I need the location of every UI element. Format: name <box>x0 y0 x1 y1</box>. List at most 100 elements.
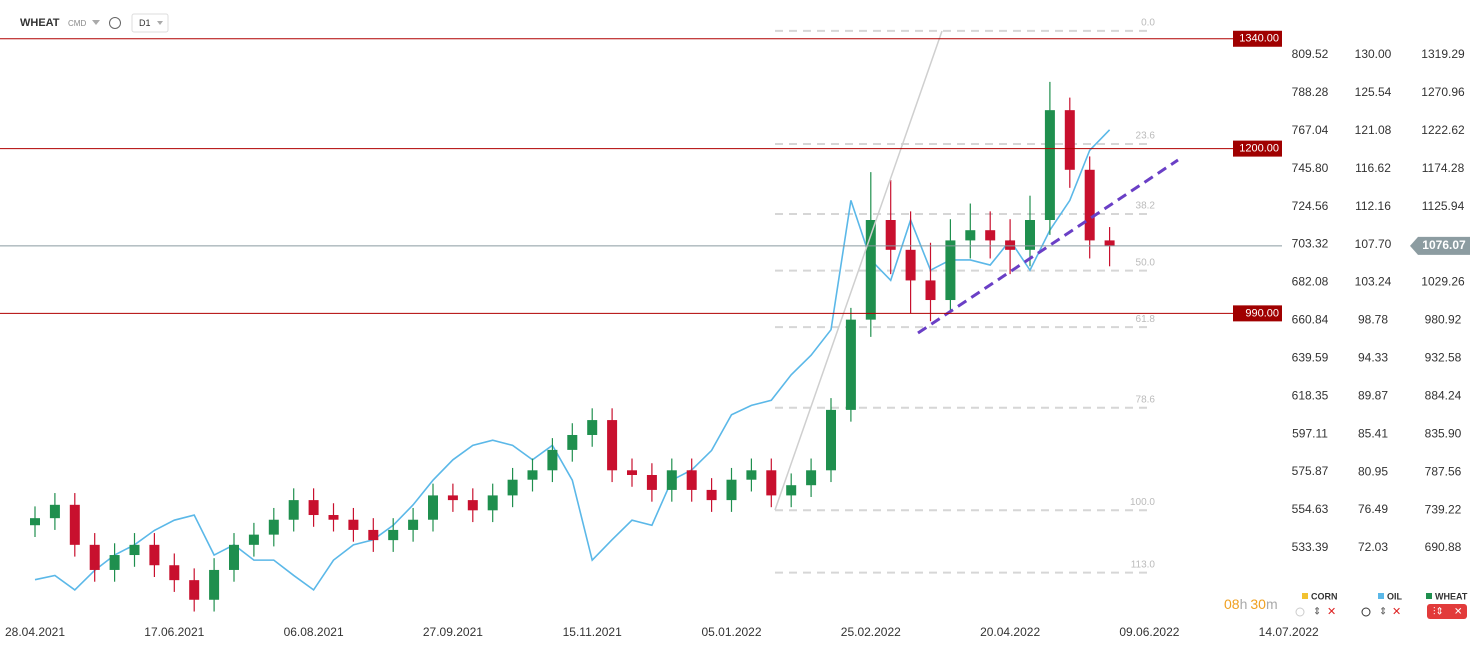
y-tick-label: 533.39 <box>1292 540 1329 554</box>
candle-body <box>30 518 40 526</box>
legend-label: CORN <box>1311 591 1338 601</box>
fib-label: 78.6 <box>1136 394 1156 405</box>
wheat-controls[interactable] <box>1427 604 1467 619</box>
countdown: 08h 30m <box>1224 596 1278 612</box>
countdown-h: h <box>1240 596 1248 612</box>
y-tick-label: 85.41 <box>1358 426 1388 440</box>
fib-label: 113.0 <box>1131 559 1156 570</box>
interval-box[interactable] <box>131 13 169 33</box>
candle-body <box>1005 240 1016 250</box>
eye-icon[interactable] <box>1361 607 1371 617</box>
candle-body <box>69 504 80 545</box>
fib-label: 100.0 <box>1130 497 1155 508</box>
candle-body <box>726 479 737 501</box>
candle-body <box>169 565 180 581</box>
candle-body <box>547 449 558 471</box>
y-tick-label: 1319.29 <box>1421 47 1465 61</box>
candle-body <box>308 500 319 516</box>
x-tick-label: 05.01.2022 <box>701 625 761 639</box>
candle-body <box>905 249 916 281</box>
y-tick-label: 597.11 <box>1292 426 1328 440</box>
candle-body <box>627 470 637 476</box>
candle-body <box>487 495 498 511</box>
fib-label: 50.0 <box>1136 257 1156 268</box>
y-tick-label: 690.88 <box>1425 540 1462 554</box>
candle-body <box>1084 169 1095 241</box>
y-tick-label: 932.58 <box>1425 351 1462 365</box>
dropdown[interactable] <box>92 20 100 25</box>
candle-body <box>348 519 359 530</box>
order-icon[interactable]: ⇕ <box>1379 607 1387 618</box>
y-tick-label: 130.00 <box>1355 47 1392 61</box>
interval: D1 <box>139 18 151 28</box>
candle-body <box>686 470 697 490</box>
candle-body <box>1025 220 1035 250</box>
candle-body <box>408 519 419 530</box>
price-line-badge <box>1233 140 1282 157</box>
candle-body <box>1104 240 1115 246</box>
order-icon[interactable]: ⇕ <box>1313 607 1321 618</box>
candle-body <box>925 280 936 301</box>
candle-body <box>766 470 777 496</box>
candle-body <box>507 479 518 496</box>
candle-body <box>746 470 757 480</box>
legend-label: WHEAT <box>1435 591 1468 601</box>
remove-icon[interactable]: ✕ <box>1327 606 1336 618</box>
price-line-label: 990.00 <box>1245 307 1279 319</box>
legend-controls: ⇕ ✕ ⇕ ✕ ⫶⇕ ✕ <box>1295 604 1467 619</box>
symbol: WHEAT <box>20 17 60 29</box>
fib-label: 38.2 <box>1136 201 1156 212</box>
y-tick-label: 80.95 <box>1358 464 1388 478</box>
legend-label: OIL <box>1387 591 1403 601</box>
remove-icon[interactable]: ✕ <box>1454 607 1462 618</box>
countdown-m: m <box>1266 596 1278 612</box>
y-tick-label: 809.52 <box>1292 47 1329 61</box>
candle-body <box>129 544 140 556</box>
remove-icon[interactable]: ✕ <box>1392 606 1401 618</box>
countdown-minutes: 30 <box>1250 596 1266 612</box>
candle-body <box>447 495 458 501</box>
y-tick-label: 76.49 <box>1358 502 1388 516</box>
candle-body <box>209 569 220 600</box>
legend-swatch <box>1302 593 1308 599</box>
candle-body <box>1064 110 1075 170</box>
x-tick-label: 17.06.2021 <box>144 625 204 639</box>
y-tick-label: 980.92 <box>1425 313 1462 327</box>
candle-body <box>109 555 120 570</box>
y-tick-label: 767.04 <box>1292 123 1329 137</box>
wheat-control-icons[interactable]: ⫶⇕ <box>1433 607 1444 618</box>
countdown-hours: 08 <box>1224 596 1240 612</box>
price-line-badge <box>1233 30 1282 47</box>
last-price-label: 1076.07 <box>1422 238 1466 252</box>
eye-icon[interactable] <box>1295 607 1305 617</box>
y-tick-label: 703.32 <box>1292 237 1329 251</box>
y-tick-label: 787.56 <box>1425 464 1462 478</box>
x-tick-label: 28.04.2021 <box>5 625 65 639</box>
y-tick-label: 112.16 <box>1355 199 1391 213</box>
candle-body <box>607 420 618 471</box>
y-tick-label: 1174.28 <box>1422 161 1465 175</box>
info-icon[interactable] <box>109 17 121 29</box>
candle-body <box>666 470 677 490</box>
candle-body <box>826 409 836 471</box>
candle-body <box>368 529 379 541</box>
candle-body <box>945 240 956 301</box>
candle-body <box>89 544 100 570</box>
price-line-label: 1200.00 <box>1239 143 1279 155</box>
last-price-badge <box>1410 236 1470 255</box>
candle-body <box>706 489 717 501</box>
y-tick-label: 618.35 <box>1292 388 1329 402</box>
candle-body <box>49 504 60 519</box>
candle-body <box>467 500 478 511</box>
candle-body <box>806 470 817 486</box>
y-tick-label: 745.80 <box>1292 161 1329 175</box>
y-tick-label: 575.87 <box>1292 464 1329 478</box>
x-tick-label: 15.11.2021 <box>563 625 622 639</box>
candle-body <box>985 230 996 241</box>
candle-body <box>965 230 976 241</box>
y-tick-label: 682.08 <box>1292 275 1329 289</box>
candle-body <box>268 519 279 535</box>
interval-dropdown[interactable] <box>157 21 163 25</box>
candle-body <box>567 434 578 450</box>
